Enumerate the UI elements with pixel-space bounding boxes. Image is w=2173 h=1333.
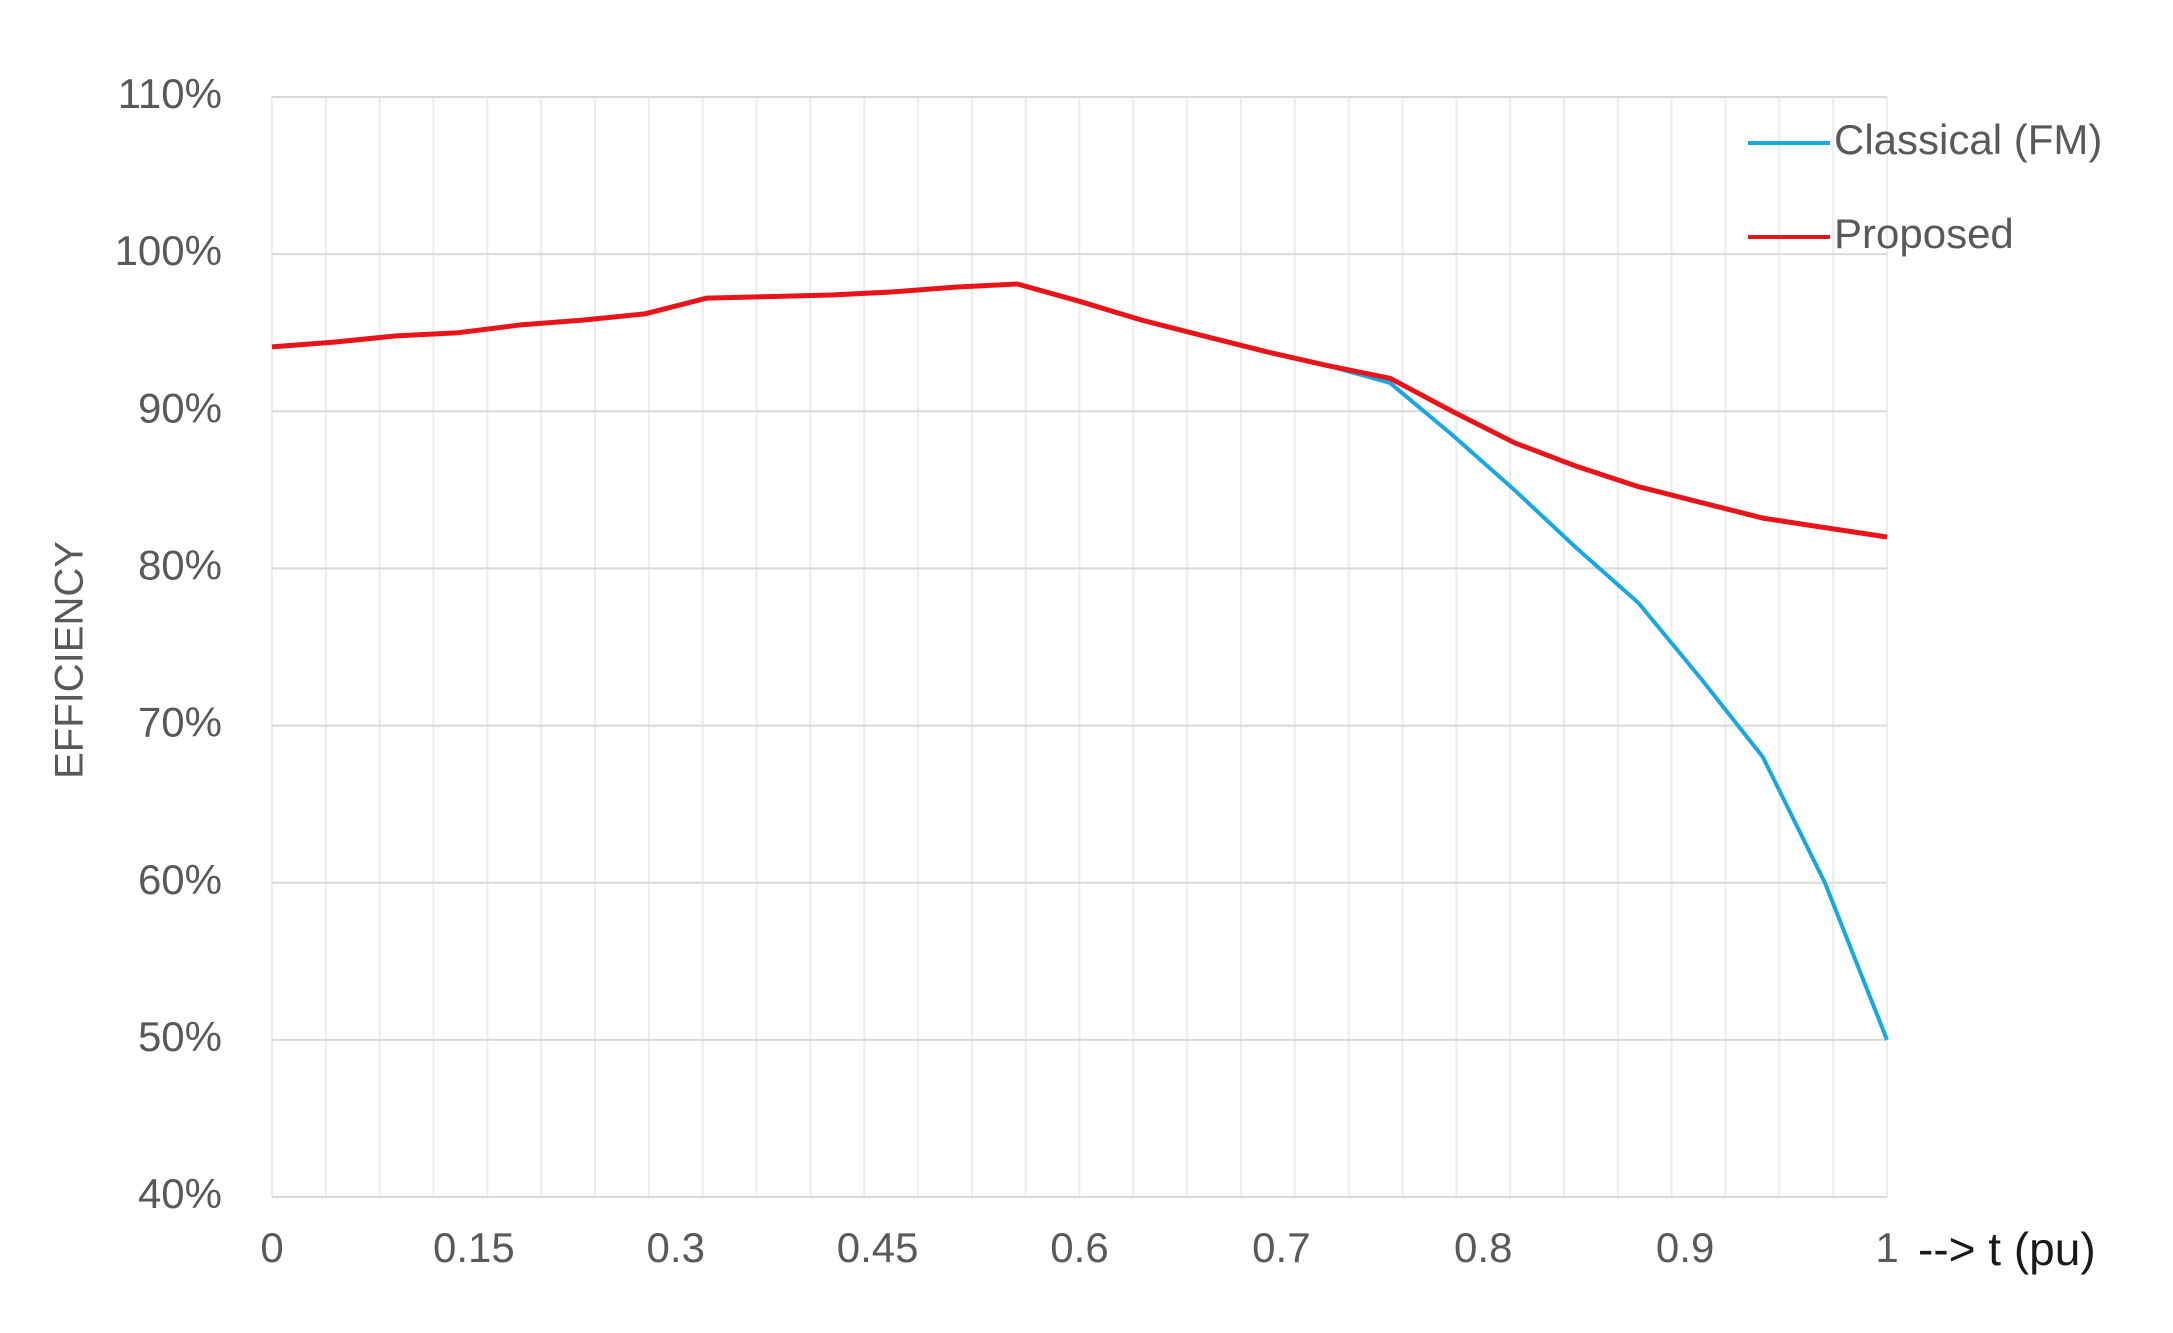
x-tick-label: 0.15 (433, 1224, 515, 1271)
x-tick-label: 0.3 (647, 1224, 705, 1271)
x-tick-labels: 0 0.15 0.3 0.45 0.6 0.7 0.8 0.9 1 (260, 1224, 1898, 1271)
x-tick-label: 0.7 (1252, 1224, 1310, 1271)
x-axis-unit-label: --> t (pu) (1918, 1223, 2096, 1275)
y-tick-label: 50% (138, 1013, 222, 1060)
y-tick-label: 90% (138, 384, 222, 431)
legend-label-proposed: Proposed (1834, 210, 2014, 257)
legend: Classical (FM) Proposed (1748, 116, 2102, 257)
y-tick-label: 40% (138, 1170, 222, 1217)
y-tick-label: 80% (138, 542, 222, 589)
x-tick-label: 0.9 (1656, 1224, 1714, 1271)
y-tick-label: 100% (115, 227, 222, 274)
series-line-proposed (271, 281, 1888, 540)
grid-lines (271, 96, 1888, 1198)
y-axis-label: EFFICIENCY (48, 541, 92, 779)
x-tick-label: 0.8 (1454, 1224, 1512, 1271)
x-tick-label: 0.45 (837, 1224, 919, 1271)
legend-label-classical: Classical (FM) (1834, 116, 2102, 163)
series-lines (271, 281, 1889, 1041)
y-tick-label: 70% (138, 699, 222, 746)
x-tick-label: 1 (1875, 1224, 1898, 1271)
y-tick-labels: 40% 50% 60% 70% 80% 90% 100% 110% (115, 70, 222, 1217)
y-tick-label: 110% (118, 70, 222, 117)
y-tick-label: 60% (138, 856, 222, 903)
x-tick-label: 0 (260, 1224, 283, 1271)
x-tick-label: 0.6 (1050, 1224, 1108, 1271)
